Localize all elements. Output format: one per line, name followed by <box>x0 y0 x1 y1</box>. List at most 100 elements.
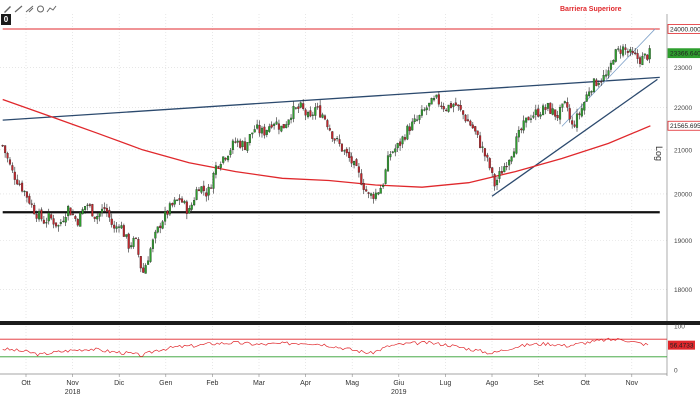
candle-body <box>571 120 574 125</box>
candle-body <box>311 114 314 116</box>
candle-body <box>525 117 528 123</box>
candle-body <box>120 225 123 229</box>
candle-body <box>515 136 518 154</box>
line-uptrend[interactable] <box>491 78 658 197</box>
candle-body <box>287 119 290 125</box>
candle-body <box>483 148 486 157</box>
candle-body <box>471 124 474 129</box>
candle-body <box>168 203 171 215</box>
draw-tool-icon[interactable] <box>24 1 35 13</box>
candle-body <box>355 159 358 166</box>
candle-body <box>304 109 307 116</box>
candle-body <box>71 213 75 215</box>
candle-body <box>389 153 392 158</box>
draw-tool-icon[interactable] <box>35 1 46 13</box>
candle-body <box>411 121 414 131</box>
log-scale-label[interactable]: Log <box>654 146 664 162</box>
candle-body <box>563 101 566 104</box>
candle-body <box>609 62 612 70</box>
candle-body <box>549 102 552 114</box>
panel-separator[interactable]: ··· <box>0 320 700 327</box>
drawn-lines[interactable] <box>2 28 660 214</box>
y-tick-label: 21000 <box>674 147 692 154</box>
candle-body <box>59 222 62 224</box>
candle-body <box>171 203 174 206</box>
x-tick-label: Ago <box>486 380 499 387</box>
candle-body <box>25 191 28 198</box>
line-trendline[interactable] <box>2 76 660 121</box>
candle-body <box>619 49 622 54</box>
header-bar <box>0 0 700 13</box>
candle-body <box>503 166 506 173</box>
panel-divider[interactable] <box>0 321 700 325</box>
candle-body <box>394 148 397 153</box>
draw-tool-icon[interactable] <box>46 1 57 13</box>
candle-body <box>185 201 188 214</box>
x-tick-label: Apr <box>300 380 312 387</box>
candle-body <box>81 209 84 215</box>
candle-body <box>91 204 94 217</box>
candle-body <box>568 108 571 120</box>
candle-body <box>103 207 106 209</box>
candle-body <box>197 189 201 192</box>
candle-body <box>590 91 593 93</box>
candle-body <box>377 192 380 195</box>
candle-body <box>202 185 205 192</box>
candle-body <box>40 209 43 220</box>
candle-body <box>416 119 419 121</box>
candle-body <box>384 169 387 184</box>
candle-body <box>399 141 402 146</box>
candle-body <box>326 120 329 128</box>
candle-body <box>605 74 608 77</box>
candle-body <box>69 207 72 216</box>
zoom-reset-button[interactable]: 0 <box>1 14 11 25</box>
candle-body <box>333 138 336 141</box>
candle-body <box>612 60 615 65</box>
draw-tool-icon[interactable] <box>13 1 24 13</box>
moving-average <box>2 98 651 188</box>
candle-body <box>16 179 19 185</box>
candle-body <box>253 129 256 133</box>
y-tick-label: 23000 <box>674 65 692 72</box>
candle-body <box>236 140 239 143</box>
candle-body <box>84 206 87 210</box>
candle-body <box>508 160 511 166</box>
candle-body <box>37 210 41 220</box>
candle-body <box>457 104 460 107</box>
y-tick-label: 19000 <box>674 238 692 245</box>
candle-body <box>258 124 261 134</box>
x-year-label: 2019 <box>391 389 407 396</box>
moving-average-line <box>2 98 651 188</box>
candle-body <box>517 129 520 138</box>
candle-body <box>462 110 465 115</box>
candle-body <box>607 70 610 76</box>
candle-body <box>130 245 133 248</box>
price-tag: 23366.6406 <box>667 48 700 59</box>
candle-body <box>534 109 537 116</box>
candle-body <box>365 189 368 192</box>
price-tags: 24000.0000 23366.6406 21565.6953 <box>667 24 700 131</box>
candle-body <box>626 50 629 53</box>
candle-body <box>151 239 154 249</box>
candle-body <box>558 107 562 120</box>
candle-body <box>474 126 477 132</box>
candle-body <box>290 117 293 120</box>
candle-body <box>588 91 591 96</box>
candle-body <box>183 201 186 204</box>
candle-body <box>314 107 317 116</box>
candle-body <box>537 108 540 117</box>
price-tag-box <box>667 24 700 34</box>
candle-body <box>200 186 203 193</box>
candle-body <box>263 126 266 136</box>
candle-body <box>137 239 140 255</box>
candle-body <box>88 204 91 206</box>
candle-body <box>86 204 89 206</box>
pencil-icon[interactable] <box>2 1 13 13</box>
candle-body <box>486 154 489 158</box>
candle-body <box>115 226 118 229</box>
candle-body <box>176 199 179 201</box>
candle-body <box>379 188 382 194</box>
candle-body <box>602 75 605 81</box>
candle-body <box>76 219 79 226</box>
candle-body <box>207 186 210 196</box>
